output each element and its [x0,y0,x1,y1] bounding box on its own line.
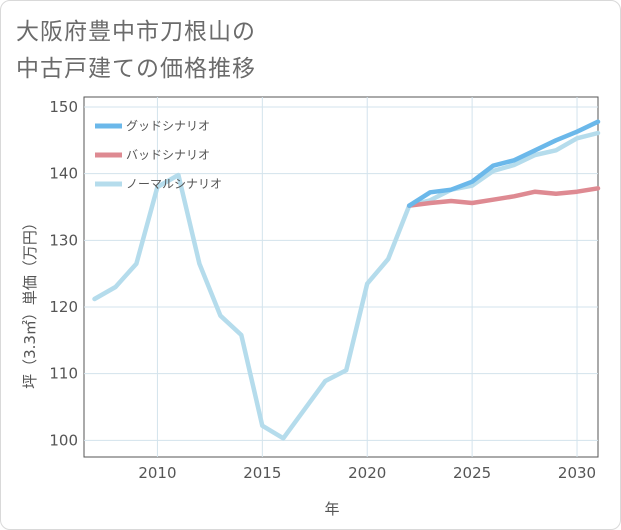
y-tick-label-110: 110 [49,365,78,383]
x-tick-label-2025: 2025 [453,464,491,482]
legend-label-2: ノーマルシナリオ [126,177,222,191]
series-line-2 [92,130,601,441]
series-line-0 [406,119,601,208]
x-tick-label-2020: 2020 [348,464,386,482]
x-axis-title: 年 [324,500,339,518]
chart-title-line-1: 大阪府豊中市刀根山の [16,19,256,45]
x-tick-label-2015: 2015 [243,464,281,482]
x-tick-label-2030: 2030 [558,464,596,482]
legend-label-1: バッドシナリオ [126,148,210,162]
grid-lines [84,97,598,457]
series-layer [92,119,601,441]
y-tick-label-140: 140 [49,165,78,183]
chart-title: 大阪府豊中市刀根山の 中古戸建ての価格推移 [16,14,256,88]
chart-title-line-2: 中古戸建ての価格推移 [16,56,256,82]
y-tick-label-100: 100 [49,431,78,449]
y-tick-label-130: 130 [49,231,78,249]
y-axis-title: 坪（3.3㎡）単価（万円） [21,215,39,389]
tick-labels: 2010 2015 2020 2025 2030 100 110 120 130 140 150 [49,98,596,482]
y-tick-label-120: 120 [49,298,78,316]
legend-label-0: グッドシナリオ [126,119,210,133]
series-line-1 [406,186,601,208]
y-tick-label-150: 150 [49,98,78,116]
x-tick-label-2010: 2010 [138,464,176,482]
plot-area [83,96,599,458]
